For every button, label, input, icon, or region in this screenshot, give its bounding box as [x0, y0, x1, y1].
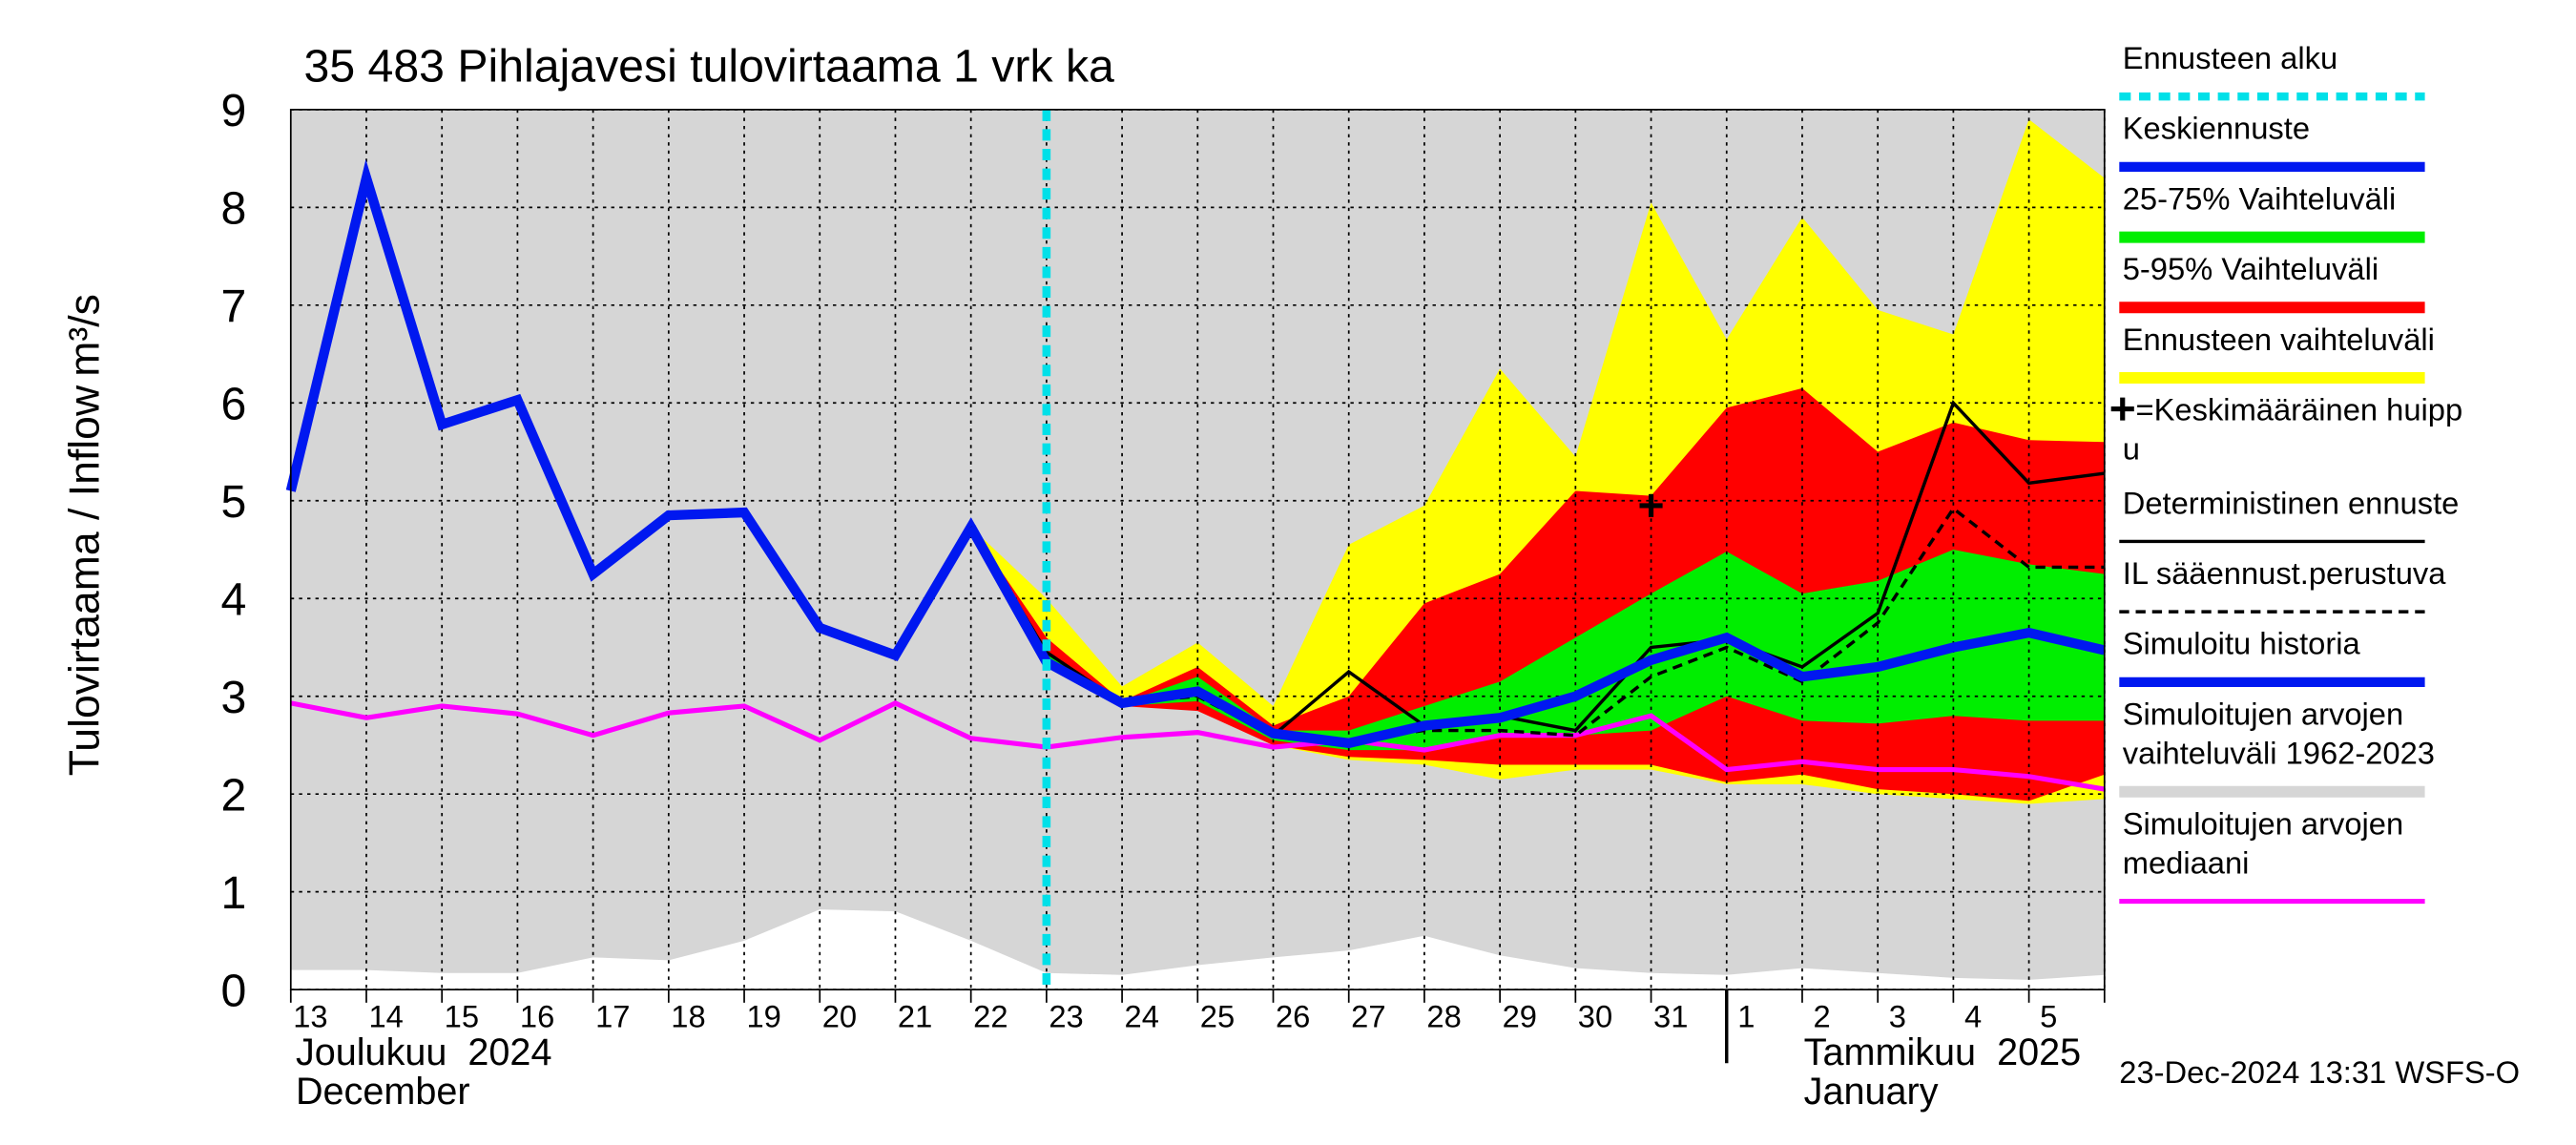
- y-axis-label: Tulovirtaama / Inflow: [61, 385, 108, 776]
- legend-label: Simuloitu historia: [2123, 626, 2361, 661]
- footer: 23-Dec-2024 13:31 WSFS-O: [2119, 1054, 2520, 1090]
- legend-label: vaihteluväli 1962-2023: [2123, 736, 2435, 771]
- x-tick-label: 19: [747, 999, 781, 1034]
- y-axis-unit: m³/s: [61, 294, 108, 377]
- legend-label: IL sääennust.perustuva: [2123, 555, 2447, 591]
- plot-frame: [289, 109, 2106, 990]
- x-tick-label: 22: [973, 999, 1008, 1034]
- x-tick-label: 21: [898, 999, 932, 1034]
- x-tick-label: 20: [822, 999, 857, 1034]
- x-tick-label: 31: [1653, 999, 1688, 1034]
- x-tick-label: 17: [595, 999, 630, 1034]
- month-label: Tammikuu 2025: [1804, 1031, 2081, 1073]
- x-tick-label: 3: [1889, 999, 1906, 1034]
- peak-marker: [1639, 493, 1663, 517]
- month-label: December: [296, 1071, 470, 1113]
- y-tick-label: 2: [220, 769, 246, 821]
- legend-label: =Keskimääräinen huipp: [2136, 392, 2463, 427]
- x-tick-label: 13: [293, 999, 327, 1034]
- band: [970, 527, 2105, 751]
- y-tick-label: 3: [220, 672, 246, 723]
- legend-marker: [2110, 397, 2134, 421]
- peak-marker-shape: [1639, 493, 1663, 517]
- series-line: [290, 700, 2106, 792]
- x-tick-label: 24: [1125, 999, 1159, 1034]
- y-tick-label: 0: [220, 965, 246, 1016]
- legend-label: Ennusteen vaihteluväli: [2123, 322, 2435, 357]
- month-label: January: [1804, 1071, 1939, 1113]
- legend-label: Deterministinen ennuste: [2123, 485, 2460, 520]
- y-tick-label: 8: [220, 183, 246, 235]
- x-tick-label: 5: [2040, 999, 2057, 1034]
- x-tick-label: 25: [1200, 999, 1235, 1034]
- series-line: [969, 506, 2105, 742]
- x-tick-label: 14: [368, 999, 403, 1034]
- legend-label: Keskiennuste: [2123, 111, 2310, 146]
- y-tick-label: 9: [220, 85, 246, 136]
- y-tick-label: 6: [220, 379, 246, 430]
- x-tick-label: 16: [520, 999, 554, 1034]
- series-line: [285, 159, 1051, 665]
- x-tick-label: 27: [1351, 999, 1385, 1034]
- legend-label: 25-75% Vaihteluväli: [2123, 180, 2397, 216]
- x-tick-label: 1: [1737, 999, 1755, 1034]
- x-tick-label: 28: [1426, 999, 1461, 1034]
- y-tick-label: 4: [220, 573, 246, 625]
- y-tick-label: 7: [220, 281, 246, 332]
- legend-label: Simuloitujen arvojen: [2123, 805, 2403, 841]
- x-tick-label: 4: [1964, 999, 1982, 1034]
- legend-label: Ennusteen alku: [2123, 40, 2337, 75]
- series-line: [966, 524, 2106, 749]
- legend-label: mediaani: [2123, 844, 2250, 880]
- x-tick-label: 2: [1814, 999, 1831, 1034]
- x-tick-label: 30: [1578, 999, 1612, 1034]
- x-tick-label: 29: [1503, 999, 1537, 1034]
- y-tick-label: 1: [220, 867, 246, 919]
- y-tick-label: 5: [220, 476, 246, 528]
- legend-label: u: [2123, 431, 2140, 467]
- x-tick-label: 15: [445, 999, 479, 1034]
- chart-title: 35 483 Pihlajavesi tulovirtaama 1 vrk ka: [304, 41, 1115, 93]
- legend-label: Simuloitujen arvojen: [2123, 696, 2403, 731]
- x-tick-label: 26: [1276, 999, 1310, 1034]
- x-tick-label: 23: [1049, 999, 1083, 1034]
- month-label: Joulukuu 2024: [296, 1031, 552, 1073]
- legend-label: 5-95% Vaihteluväli: [2123, 251, 2379, 286]
- x-tick-label: 18: [671, 999, 705, 1034]
